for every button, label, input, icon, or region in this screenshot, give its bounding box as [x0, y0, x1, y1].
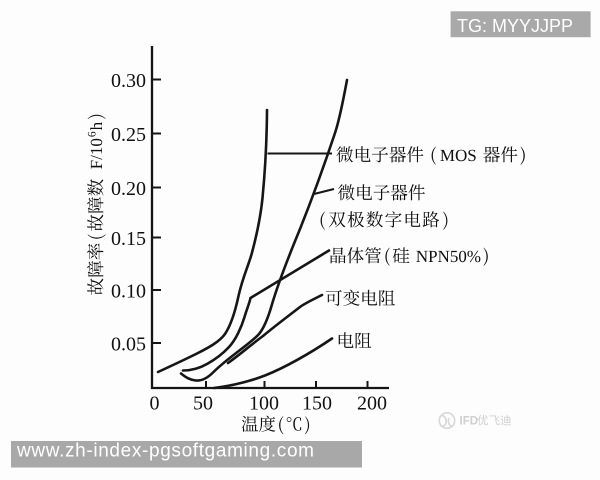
svg-text:100: 100: [249, 393, 279, 415]
svg-text:IFD: IFD: [460, 416, 479, 428]
svg-text:0.05: 0.05: [111, 333, 146, 355]
svg-text:200: 200: [357, 393, 387, 415]
svg-text:50: 50: [193, 393, 213, 415]
svg-text:150: 150: [302, 393, 332, 415]
svg-text:TG: MYYJJPP: TG: MYYJJPP: [457, 16, 573, 36]
svg-text:0.20: 0.20: [111, 178, 146, 200]
svg-text:0.15: 0.15: [111, 228, 146, 250]
svg-text:0.10: 0.10: [111, 280, 146, 302]
svg-text:0.25: 0.25: [111, 124, 146, 146]
svg-text:0: 0: [150, 393, 160, 415]
svg-text:www.zh-index-pgsoftgaming.com: www.zh-index-pgsoftgaming.com: [16, 441, 315, 462]
svg-text:0.30: 0.30: [111, 70, 146, 92]
